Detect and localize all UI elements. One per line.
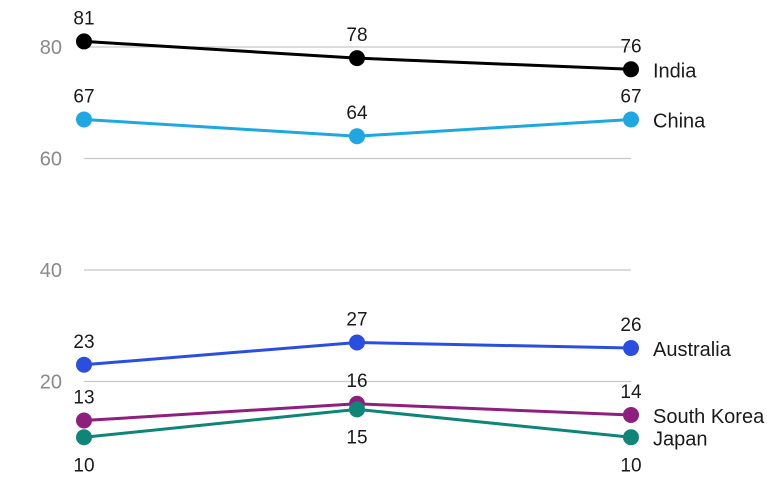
series-label-india: India xyxy=(653,60,697,82)
data-label-australia-2: 27 xyxy=(346,309,367,330)
data-point-india-2 xyxy=(349,50,365,67)
data-label-china-1: 67 xyxy=(73,86,94,107)
data-point-india-1 xyxy=(76,33,92,50)
y-tick-label-40: 40 xyxy=(40,260,62,282)
data-label-japan-2: 15 xyxy=(346,427,367,448)
data-label-china-2: 64 xyxy=(346,103,368,124)
y-tick-label-20: 20 xyxy=(40,372,62,394)
y-tick-label-80: 80 xyxy=(40,37,62,59)
data-label-australia-3: 26 xyxy=(620,315,641,336)
data-labels: 81 78 76 67 64 67 23 27 26 13 16 14 10 15 10 xyxy=(73,8,642,476)
data-label-india-2: 78 xyxy=(346,25,367,46)
data-point-south-korea-1 xyxy=(76,412,92,429)
data-point-japan-1 xyxy=(76,429,92,446)
grid-layer xyxy=(84,46,631,383)
data-point-japan-2 xyxy=(349,401,365,418)
data-point-china-2 xyxy=(349,128,365,145)
series-label-south-korea: South Korea xyxy=(653,406,765,428)
series-label-australia: Australia xyxy=(653,339,732,361)
data-point-japan-3 xyxy=(623,429,639,446)
data-label-japan-3: 10 xyxy=(620,455,641,476)
data-point-australia-3 xyxy=(623,340,639,357)
series-label-china: China xyxy=(653,110,706,132)
data-point-australia-2 xyxy=(349,334,365,351)
data-label-china-3: 67 xyxy=(620,86,641,107)
data-point-china-1 xyxy=(76,111,92,128)
data-label-south-korea-1: 13 xyxy=(73,388,94,409)
y-axis: 20 40 60 80 xyxy=(40,37,62,394)
series-points xyxy=(76,33,639,446)
data-point-south-korea-3 xyxy=(623,406,639,423)
data-label-india-3: 76 xyxy=(620,36,641,57)
data-point-australia-1 xyxy=(76,356,92,373)
data-label-india-1: 81 xyxy=(73,8,94,29)
data-point-china-3 xyxy=(623,111,639,128)
data-label-japan-1: 10 xyxy=(73,455,94,476)
data-label-south-korea-3: 14 xyxy=(620,382,642,403)
data-label-australia-1: 23 xyxy=(73,332,94,353)
y-tick-label-60: 60 xyxy=(40,149,62,171)
data-label-south-korea-2: 16 xyxy=(346,371,367,392)
data-point-india-3 xyxy=(623,61,639,78)
series-label-japan: Japan xyxy=(653,428,708,450)
